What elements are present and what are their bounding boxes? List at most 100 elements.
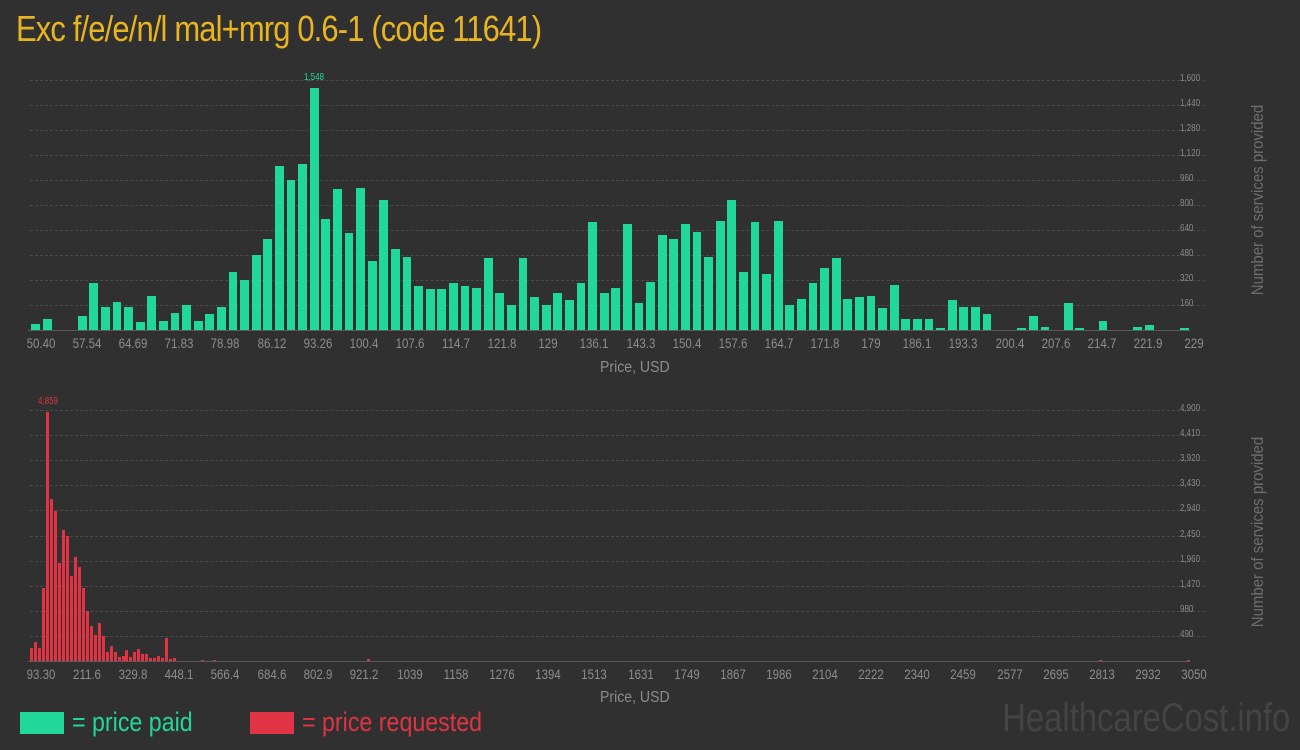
histogram-bar (133, 652, 137, 661)
histogram-bar (113, 652, 117, 661)
x-axis-label: Price, USD (600, 359, 670, 376)
histogram-bar (1075, 328, 1085, 330)
histogram-bar (692, 231, 702, 330)
y-tick-label: 640 (1180, 223, 1194, 234)
y-axis-label: Number of services provided (1248, 436, 1268, 628)
histogram-bar (820, 267, 829, 330)
histogram-bar (158, 320, 168, 330)
histogram-bar (124, 306, 133, 330)
gridline (30, 105, 1205, 106)
x-tick-label: 121.8 (487, 335, 517, 351)
x-tick-label: 329.8 (118, 666, 148, 682)
histogram-bar (182, 305, 191, 330)
histogram-bar (89, 283, 99, 330)
histogram-bar (30, 647, 34, 661)
y-tick-label: 480 (1180, 248, 1194, 259)
x-tick-label: 157.6 (718, 335, 748, 351)
histogram-bar (1098, 320, 1108, 330)
y-tick-label: 1,280 (1180, 123, 1201, 134)
histogram-bar (657, 234, 667, 330)
gridline (30, 80, 1205, 81)
histogram-bar (448, 283, 458, 330)
x-axis-label: Price, USD (600, 689, 670, 706)
x-tick-label: 214.7 (1087, 335, 1117, 351)
x-tick-label: 921.2 (349, 666, 379, 682)
histogram-bar (646, 281, 655, 330)
histogram-bar (70, 576, 74, 661)
histogram-bar (34, 641, 38, 661)
gridline (30, 155, 1205, 156)
histogram-bar (924, 319, 934, 330)
histogram-bar (889, 284, 899, 330)
histogram-bar (145, 654, 149, 661)
x-tick-label: 802.9 (303, 666, 333, 682)
y-tick-label: 1,600 (1180, 73, 1201, 84)
price-requested-swatch (250, 711, 294, 734)
gridline (30, 485, 1205, 487)
gridline (30, 560, 1205, 562)
x-tick-label: 193.3 (949, 335, 978, 351)
gridline (30, 205, 1205, 206)
legend-label: = price paid (72, 707, 193, 737)
x-tick-label: 2222 (858, 666, 884, 682)
histogram-bar (50, 499, 54, 661)
histogram-bar (622, 223, 632, 330)
x-tick-label: 1631 (627, 666, 654, 682)
histogram-bar (912, 319, 922, 330)
x-tick-label: 1513 (581, 666, 608, 682)
histogram-bar (843, 298, 853, 330)
histogram-bar (117, 656, 121, 661)
histogram-bar (1144, 325, 1154, 330)
histogram-bar (611, 287, 621, 330)
histogram-bar (970, 306, 980, 330)
x-tick-label: 2459 (950, 666, 977, 682)
histogram-bar (727, 200, 737, 330)
x-tick-label: 57.54 (72, 335, 102, 351)
y-tick-label: 4,410 (1180, 428, 1201, 440)
histogram-bar (105, 652, 109, 661)
histogram-bar (77, 567, 81, 661)
x-tick-label: 1276 (489, 666, 515, 682)
histogram-bar (344, 233, 354, 330)
histogram-bar (216, 306, 226, 330)
histogram-bar (165, 638, 169, 661)
histogram-bar (518, 258, 528, 330)
histogram-bar (831, 258, 841, 330)
x-tick-label: 179 (861, 335, 881, 351)
histogram-bar (483, 258, 493, 330)
x-tick-label: 2695 (1042, 666, 1069, 682)
gridline (30, 460, 1205, 462)
watermark-logo: HealthcareCost.info (1001, 696, 1290, 740)
histogram-bar (1028, 315, 1038, 330)
plot-area (30, 80, 1205, 330)
x-tick-label: 2104 (812, 666, 838, 682)
x-tick-label: 1394 (535, 666, 562, 682)
histogram-bar (125, 650, 129, 661)
x-tick-label: 107.6 (395, 335, 425, 351)
histogram-bar (112, 301, 122, 330)
y-tick-label: 2,940 (1180, 503, 1201, 515)
x-tick-label: 114.7 (442, 335, 471, 351)
histogram-bar (553, 292, 563, 330)
histogram-bar (97, 622, 101, 661)
histogram-bar (367, 261, 377, 330)
histogram-bar (309, 88, 319, 330)
histogram-bar (101, 635, 105, 661)
histogram-bar (58, 562, 62, 661)
histogram-bar (100, 306, 110, 330)
histogram-bar (1133, 326, 1143, 330)
price-requested-chart: 490 980 1,470 1,960 2,450 2,940 3,430 3,920 4,41… (27, 396, 1268, 706)
gridline (30, 535, 1205, 537)
histogram-bar (1179, 328, 1189, 330)
histogram-bar (738, 272, 748, 330)
histogram-bar (169, 659, 173, 661)
y-tick-label: 160 (1180, 298, 1194, 309)
histogram-bar (366, 658, 370, 661)
x-tick-label: 200.4 (995, 335, 1024, 351)
histogram-bar (251, 255, 261, 330)
gridline (30, 255, 1205, 256)
histogram-bar (42, 319, 52, 330)
x-tick-label: 171.8 (810, 335, 840, 351)
x-tick-label: 64.69 (118, 335, 148, 351)
histogram-bar (274, 165, 284, 330)
